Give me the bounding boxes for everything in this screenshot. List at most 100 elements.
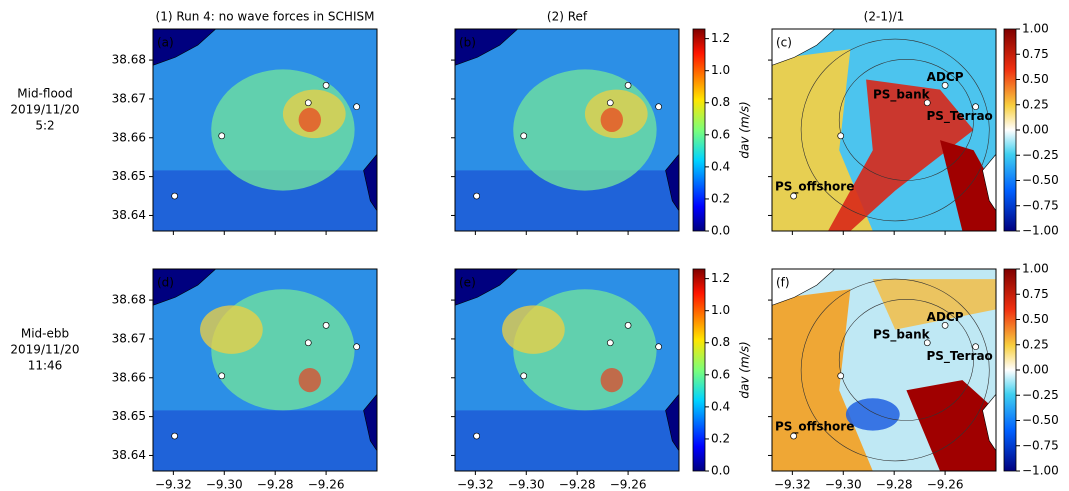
colorbar-tick-label: 0.8 [711,95,730,109]
x-tick-label: −9.28 [876,478,913,491]
station [353,103,360,111]
colorbar-tick-label: −0.75 [1022,198,1059,212]
panel-title: (1) Run 4: no wave forces in SCHISM [156,10,375,24]
station [322,81,330,89]
land [772,29,836,66]
land [665,153,679,212]
axes-frame [771,28,997,232]
land [665,393,679,452]
colorbar [692,268,706,472]
map-panel [455,29,679,231]
colorbar-tick-label: 0.0 [711,224,730,238]
station-label: PS_bank [873,87,931,102]
colorbar-tick-label: 0.75 [1022,287,1049,301]
colorbar-tick-label: 0.8 [711,335,730,349]
station [218,372,226,380]
colorbar-tick-label: 0.00 [1022,123,1049,137]
map-panel [153,269,377,471]
land [982,153,996,212]
x-tick-label: −9.26 [308,478,345,491]
colorbar-tick-label: 0.0 [711,464,730,478]
map-panel [455,269,679,471]
field-shading [906,380,996,471]
axes-frame [152,28,378,232]
x-tick-label: −9.28 [257,478,294,491]
colorbar-tick-label: 0.75 [1022,47,1049,61]
land [363,153,377,212]
colorbar-tick-label: 0.25 [1022,97,1049,111]
panel-title: (2-1)/1 [864,10,905,24]
y-tick-label: 38.64 [112,448,146,462]
axes-frame [454,28,680,232]
y-tick-label: 38.68 [112,293,146,307]
colorbar-tick-label: 0.50 [1022,72,1049,86]
colorbar-tick-label: 0.6 [711,367,730,381]
field-shading [298,367,321,393]
station-label: PS_bank [873,327,931,342]
station [655,103,662,111]
colorbar-tick-label: 1.0 [711,63,730,77]
colorbar-tick-label: 1.0 [711,303,730,317]
field-shading [600,107,623,133]
axes-frame [152,268,378,472]
row-label: 2019/11/20 [10,103,79,117]
station [218,132,226,140]
station [520,372,528,380]
contour [838,59,974,181]
x-tick-label: −9.30 [206,478,243,491]
x-tick-label: −9.32 [457,478,494,491]
axes-frame [454,268,680,472]
panel-label: (e) [459,276,476,290]
colorbar-tick-label: −0.50 [1022,173,1059,187]
station [655,343,662,351]
contour [800,38,990,222]
station-label: ADCP [927,310,964,324]
y-tick-label: 38.66 [112,370,146,384]
station [837,372,845,380]
colorbar-tick-label: 0.2 [711,431,730,445]
map-panel [153,29,377,231]
colorbar-tick-label: 1.00 [1022,262,1049,276]
station-label: ADCP [927,70,964,84]
colorbar-tick-label: −0.75 [1022,438,1059,452]
colorbar-label: dav (m/s) [738,341,752,398]
land [153,29,217,66]
colorbar-tick-label: 0.6 [711,127,730,141]
x-tick-label: −9.32 [774,478,811,491]
panel-title: (2) Ref [547,10,588,24]
station-label: PS_Terrao [926,349,992,364]
colorbar [1003,268,1017,472]
x-tick-label: −9.26 [927,478,964,491]
station [353,343,360,351]
colorbar-tick-label: 1.00 [1022,22,1049,36]
colorbar-tick-label: −1.00 [1022,464,1059,478]
station [473,432,480,440]
contour [838,298,974,421]
field-shading [455,410,679,471]
contour [800,278,990,462]
station [606,339,614,347]
station-label: PS_Terrao [926,109,992,124]
y-tick-label: 38.64 [112,208,146,222]
field-shading [298,107,321,133]
y-tick-label: 38.67 [112,91,146,105]
station [473,192,480,200]
land [153,269,217,306]
row-label: Mid-flood [17,87,73,101]
row-label: 11:46 [28,359,63,373]
row-label: 5:2 [35,119,54,133]
station-label: PS_offshore [775,420,854,435]
panel-label: (a) [157,36,174,50]
land [982,393,996,452]
map-panel [772,29,996,231]
colorbar-tick-label: 0.4 [711,159,730,173]
x-tick-label: −9.28 [559,478,596,491]
land [363,393,377,452]
station-label: PS_offshore [775,180,854,195]
land [772,269,836,306]
field-shading [502,305,565,354]
field-shading [772,289,873,471]
panel-label: (f) [776,276,790,290]
x-tick-label: −9.30 [825,478,862,491]
